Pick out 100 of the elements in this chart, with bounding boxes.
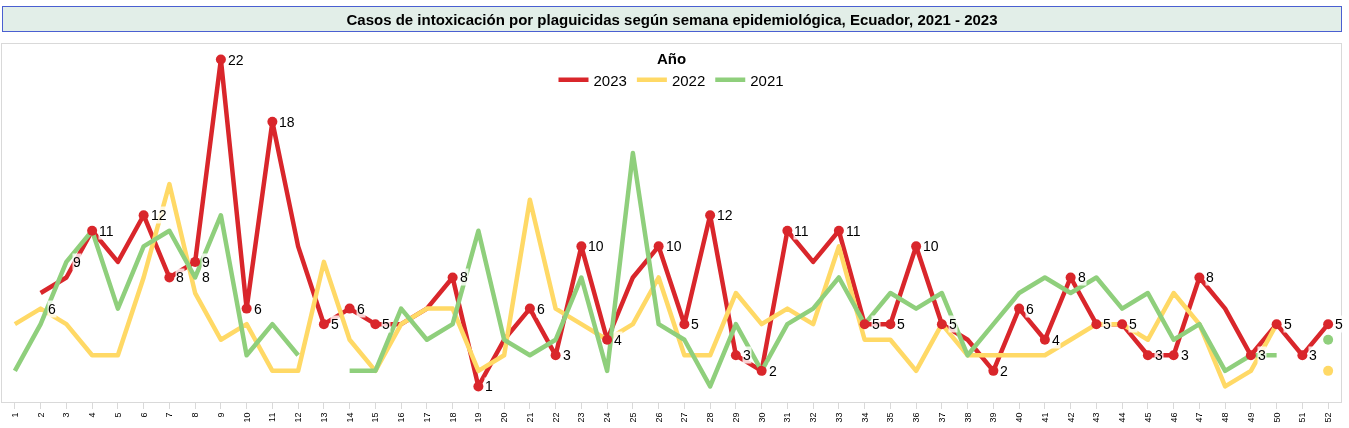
data-label: 3 bbox=[1258, 347, 1266, 363]
x-tick-label: 51 bbox=[1297, 412, 1308, 423]
point bbox=[524, 303, 535, 314]
point bbox=[1323, 319, 1334, 330]
x-tick-label: 23 bbox=[576, 412, 587, 423]
data-label: 6 bbox=[537, 301, 545, 317]
point bbox=[782, 225, 793, 236]
point bbox=[1271, 319, 1282, 330]
x-tick-label: 12 bbox=[293, 412, 304, 423]
x-tick-label: 3 bbox=[61, 412, 72, 418]
x-tick-label: 43 bbox=[1091, 412, 1102, 423]
x-tick-label: 1 bbox=[9, 412, 20, 418]
x-tick-label: 48 bbox=[1220, 412, 1231, 423]
x-tick-label: 39 bbox=[988, 412, 999, 423]
data-label: 11 bbox=[99, 223, 114, 239]
point bbox=[936, 319, 947, 330]
x-tick-label: 34 bbox=[859, 412, 870, 423]
point bbox=[576, 241, 587, 252]
x-tick-label: 10 bbox=[241, 412, 252, 423]
point bbox=[1245, 350, 1256, 361]
data-label: 11 bbox=[846, 223, 861, 239]
data-label: 3 bbox=[1155, 347, 1163, 363]
x-tick-label: 29 bbox=[730, 412, 741, 423]
x-tick-label: 49 bbox=[1245, 412, 1256, 423]
data-label: 5 bbox=[691, 316, 699, 332]
data-label: 2 bbox=[769, 363, 777, 379]
point bbox=[164, 272, 175, 283]
x-tick-label: 30 bbox=[756, 412, 767, 423]
x-tick-label: 17 bbox=[421, 412, 432, 423]
data-label: 1 bbox=[485, 378, 493, 394]
x-tick-label: 2 bbox=[35, 412, 46, 418]
x-tick-label: 50 bbox=[1271, 412, 1282, 423]
data-label: 8 bbox=[460, 269, 468, 285]
data-label: 10 bbox=[666, 238, 682, 254]
point bbox=[679, 319, 690, 330]
x-tick-label: 33 bbox=[833, 412, 844, 423]
data-label: 5 bbox=[897, 316, 905, 332]
x-tick-label: 5 bbox=[112, 412, 123, 418]
x-tick-label: 21 bbox=[524, 412, 535, 423]
x-tick-label: 35 bbox=[885, 412, 896, 423]
point bbox=[859, 319, 870, 330]
x-tick-label: 13 bbox=[318, 412, 329, 423]
point bbox=[241, 303, 252, 314]
data-label: 6 bbox=[357, 301, 365, 317]
data-label: 5 bbox=[1335, 316, 1343, 332]
point bbox=[833, 225, 844, 236]
point bbox=[1297, 350, 1308, 361]
x-tick-label: 24 bbox=[602, 412, 613, 423]
x-tick-label: 28 bbox=[705, 412, 716, 423]
point bbox=[190, 256, 201, 267]
point bbox=[215, 54, 226, 65]
data-label: 5 bbox=[1129, 316, 1137, 332]
point bbox=[730, 350, 741, 361]
x-tick-label: 42 bbox=[1065, 412, 1076, 423]
data-label: 5 bbox=[1284, 316, 1292, 332]
x-tick-label: 15 bbox=[370, 412, 381, 423]
x-tick-label: 46 bbox=[1168, 412, 1179, 423]
data-label: 10 bbox=[588, 238, 604, 254]
x-tick-label: 22 bbox=[550, 412, 561, 423]
data-label: 11 bbox=[794, 223, 809, 239]
x-tick-label: 31 bbox=[782, 412, 793, 423]
x-tick-label: 16 bbox=[396, 412, 407, 423]
point bbox=[1142, 350, 1153, 361]
data-label: 6 bbox=[254, 301, 262, 317]
point bbox=[473, 381, 484, 392]
point bbox=[138, 210, 149, 221]
data-label: 5 bbox=[331, 316, 339, 332]
x-tick-label: 7 bbox=[164, 412, 175, 418]
x-tick-label: 36 bbox=[911, 412, 922, 423]
point bbox=[344, 303, 355, 314]
x-tick-label: 19 bbox=[473, 412, 484, 423]
legend-title: Año bbox=[656, 49, 687, 67]
x-tick-label: 26 bbox=[653, 412, 664, 423]
point bbox=[885, 319, 896, 330]
point bbox=[653, 241, 664, 252]
data-label: 8 bbox=[176, 269, 184, 285]
point bbox=[1117, 319, 1128, 330]
point bbox=[370, 319, 381, 330]
point bbox=[988, 365, 999, 376]
legend-label: 2023 bbox=[593, 71, 627, 89]
x-tick-label: 25 bbox=[627, 412, 638, 423]
data-label: 6 bbox=[1026, 301, 1034, 317]
x-tick-label: 9 bbox=[215, 412, 226, 418]
point bbox=[1039, 334, 1050, 345]
point bbox=[1091, 319, 1102, 330]
data-label: 9 bbox=[73, 254, 81, 270]
data-label: 4 bbox=[614, 332, 622, 348]
point bbox=[602, 334, 613, 345]
data-label: 6 bbox=[48, 301, 56, 317]
x-tick-label: 32 bbox=[808, 412, 819, 423]
point bbox=[447, 272, 458, 283]
data-label: 3 bbox=[563, 347, 571, 363]
x-tick-label: 20 bbox=[499, 412, 510, 423]
x-tick-label: 11 bbox=[267, 412, 278, 422]
x-tick-label: 38 bbox=[962, 412, 973, 423]
point bbox=[1014, 303, 1025, 314]
x-tick-label: 40 bbox=[1014, 412, 1025, 423]
data-label: 22 bbox=[228, 52, 244, 68]
x-tick-label: 52 bbox=[1323, 412, 1334, 423]
data-label: 3 bbox=[743, 347, 751, 363]
